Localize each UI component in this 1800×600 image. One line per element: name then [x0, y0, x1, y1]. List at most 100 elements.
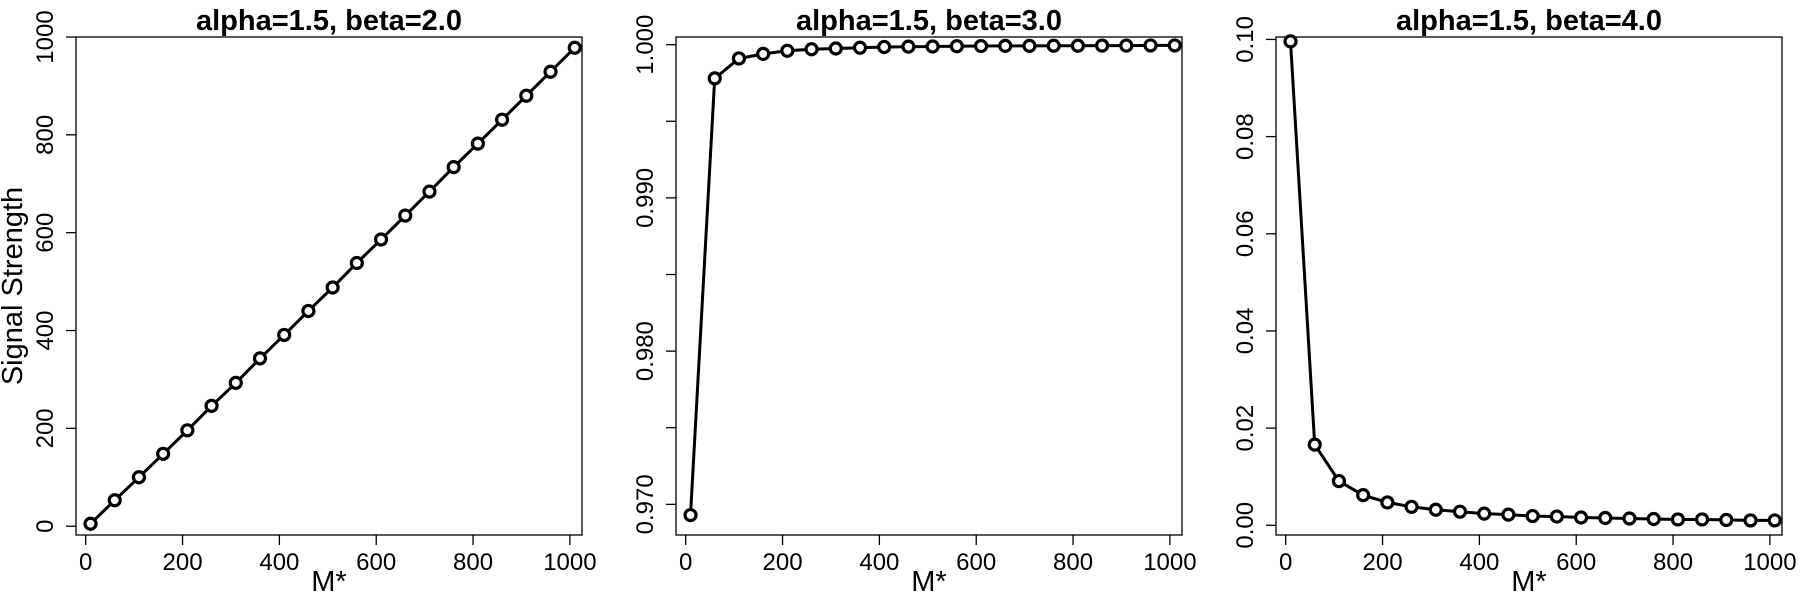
x-tick-label: 600	[1556, 549, 1596, 576]
y-tick-label: 600	[32, 213, 59, 253]
x-axis-label: M*	[911, 566, 946, 598]
data-point	[756, 46, 771, 61]
data-point	[973, 38, 989, 54]
x-tick-label: 400	[1459, 549, 1499, 576]
data-point	[495, 112, 510, 127]
data-point	[1501, 507, 1516, 522]
data-point	[707, 71, 722, 86]
data-point	[1046, 38, 1061, 53]
y-tick-label: 0.970	[632, 474, 659, 534]
data-point	[1719, 512, 1734, 528]
x-tick-label: 200	[763, 549, 803, 576]
x-tick-label: 0	[679, 549, 692, 576]
data-point	[1428, 502, 1443, 517]
data-point	[1331, 473, 1347, 489]
data-point	[252, 351, 268, 366]
data-point	[1283, 34, 1298, 49]
data-point	[1404, 499, 1419, 514]
data-point	[131, 470, 147, 485]
x-tick-label: 600	[356, 549, 396, 576]
data-point	[1380, 495, 1395, 510]
y-tick-label: 400	[32, 310, 59, 350]
x-axis-label: M*	[311, 566, 346, 598]
data-point	[1670, 512, 1685, 527]
data-point	[325, 280, 340, 295]
y-tick-label: 0.10	[1232, 16, 1259, 63]
y-tick-label: 0.990	[632, 168, 659, 228]
plot-frame	[1275, 36, 1783, 536]
data-point	[877, 39, 892, 55]
chart-panel-3: alpha=1.5, beta=4.0 0 200 400 600 800 1000 M* 0.…	[1232, 5, 1797, 598]
data-point	[1307, 437, 1322, 452]
x-axis-label: M*	[1511, 566, 1546, 598]
data-point	[1022, 38, 1037, 53]
data-point	[204, 398, 219, 413]
data-point	[925, 39, 940, 54]
data-point	[731, 51, 747, 66]
data-point	[1573, 510, 1589, 525]
data-point	[1119, 38, 1134, 53]
data-point	[1095, 38, 1110, 53]
y-tick-label: 0.980	[632, 321, 659, 381]
data-point	[683, 507, 698, 523]
data-point	[1598, 510, 1613, 526]
data-point	[156, 446, 171, 461]
plot-frame	[75, 36, 583, 536]
y-tick-label: 0.06	[1232, 210, 1259, 257]
y-tick-label: 200	[32, 408, 59, 448]
y-tick-label: 1.000	[632, 15, 659, 75]
data-point	[228, 375, 243, 390]
chart-title: alpha=1.5, beta=3.0	[796, 5, 1062, 37]
y-tick-label: 0.02	[1232, 405, 1259, 452]
data-point	[1356, 488, 1371, 503]
data-point	[83, 516, 98, 531]
series-line	[1289, 41, 1775, 522]
data-point	[373, 232, 389, 247]
x-tick-label: 800	[1653, 549, 1693, 576]
data-point	[998, 38, 1013, 53]
chart-panel-2: alpha=1.5, beta=3.0 0 200 400 600 800 1000 M* 0.…	[632, 5, 1197, 598]
x-tick-label: 600	[956, 549, 996, 576]
data-point	[1622, 511, 1637, 526]
chart-title: alpha=1.5, beta=4.0	[1396, 5, 1662, 37]
chart-title: alpha=1.5, beta=2.0	[196, 5, 462, 37]
data-point	[1525, 508, 1540, 524]
data-point	[1549, 509, 1564, 524]
y-tick-label: 0.00	[1232, 502, 1259, 549]
x-tick-label: 400	[259, 549, 299, 576]
x-tick-label: 0	[1279, 549, 1292, 576]
data-point	[543, 64, 558, 79]
x-tick-label: 800	[1053, 549, 1093, 576]
x-tick-label: 1000	[543, 549, 596, 576]
data-point	[901, 39, 916, 54]
data-point	[1646, 511, 1661, 527]
x-tick-label: 200	[1363, 549, 1403, 576]
data-point	[446, 160, 461, 175]
y-tick-label: 0.04	[1232, 308, 1259, 355]
data-point	[1452, 504, 1468, 519]
data-point	[828, 41, 843, 56]
y-tick-label: 0	[32, 520, 59, 533]
chart-panel-1: alpha=1.5, beta=2.0 0 200 400 600 800 1000 M* 0 2…	[0, 5, 597, 598]
data-point	[1743, 513, 1758, 528]
data-point	[180, 423, 195, 438]
x-tick-label: 0	[79, 549, 92, 576]
data-point	[1477, 506, 1492, 521]
y-axis-label: Signal Strength	[0, 187, 29, 385]
data-point	[277, 327, 292, 343]
data-point	[949, 39, 964, 54]
y-tick-label: 0.08	[1232, 113, 1259, 160]
data-point	[852, 40, 868, 55]
data-point	[780, 43, 795, 58]
x-tick-label: 1000	[1743, 549, 1796, 576]
data-point	[1695, 512, 1710, 527]
x-tick-label: 400	[859, 549, 899, 576]
y-tick-label: 1000	[32, 10, 59, 63]
series-line	[689, 43, 1175, 516]
data-point	[301, 303, 316, 319]
data-point	[349, 255, 364, 271]
y-tick-label: 800	[32, 115, 59, 155]
data-point	[107, 493, 122, 508]
x-tick-label: 1000	[1143, 549, 1196, 576]
